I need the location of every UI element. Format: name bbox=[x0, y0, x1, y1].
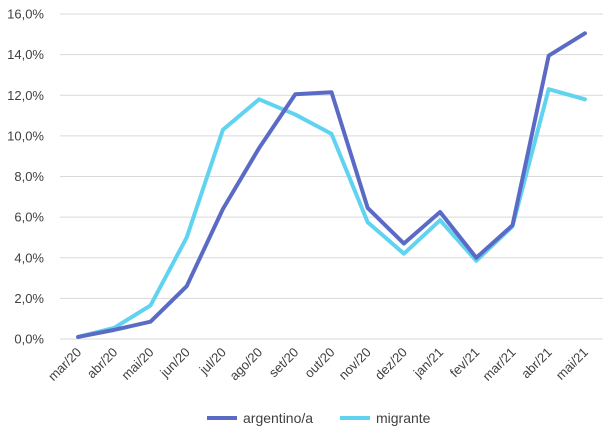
legend-label-migrante: migrante bbox=[376, 410, 431, 426]
y-tick-label: 12,0% bbox=[7, 88, 44, 103]
y-tick-label: 2,0% bbox=[14, 291, 44, 306]
y-tick-label: 6,0% bbox=[14, 210, 44, 225]
x-tick-label: mar/20 bbox=[45, 345, 84, 384]
x-tick-label: dez/20 bbox=[372, 345, 410, 383]
x-tick-label: fev/21 bbox=[447, 345, 483, 381]
y-axis-tick-labels: 0,0% 2,0% 4,0% 6,0% 8,0% 10,0% 12,0% 14,0% 16,0% bbox=[7, 7, 44, 347]
legend: argentino/a migrante bbox=[207, 410, 431, 426]
x-tick-label: jul/20 bbox=[196, 345, 229, 378]
y-tick-label: 4,0% bbox=[14, 250, 44, 265]
series-line-migrante bbox=[76, 87, 587, 339]
x-tick-label: jan/21 bbox=[410, 345, 446, 381]
x-tick-label: out/20 bbox=[301, 345, 337, 381]
series-lines bbox=[76, 31, 587, 339]
x-tick-label: jun/20 bbox=[156, 345, 192, 381]
x-tick-label: ago/20 bbox=[226, 345, 265, 384]
x-tick-label: set/20 bbox=[266, 345, 302, 381]
x-tick-label: abr/20 bbox=[84, 345, 121, 382]
x-tick-label: mai/21 bbox=[553, 345, 591, 383]
x-tick-label: abr/21 bbox=[518, 345, 555, 382]
x-tick-label: nov/20 bbox=[336, 345, 374, 383]
y-tick-label: 16,0% bbox=[7, 7, 44, 22]
series-line-argentino bbox=[76, 31, 587, 339]
x-tick-label: mai/20 bbox=[118, 345, 156, 383]
y-tick-label: 8,0% bbox=[14, 169, 44, 184]
y-tick-label: 10,0% bbox=[7, 128, 44, 143]
y-tick-label: 14,0% bbox=[7, 47, 44, 62]
legend-label-argentino: argentino/a bbox=[243, 410, 313, 426]
y-tick-label: 0,0% bbox=[14, 332, 44, 347]
x-tick-label: mar/21 bbox=[479, 345, 518, 384]
